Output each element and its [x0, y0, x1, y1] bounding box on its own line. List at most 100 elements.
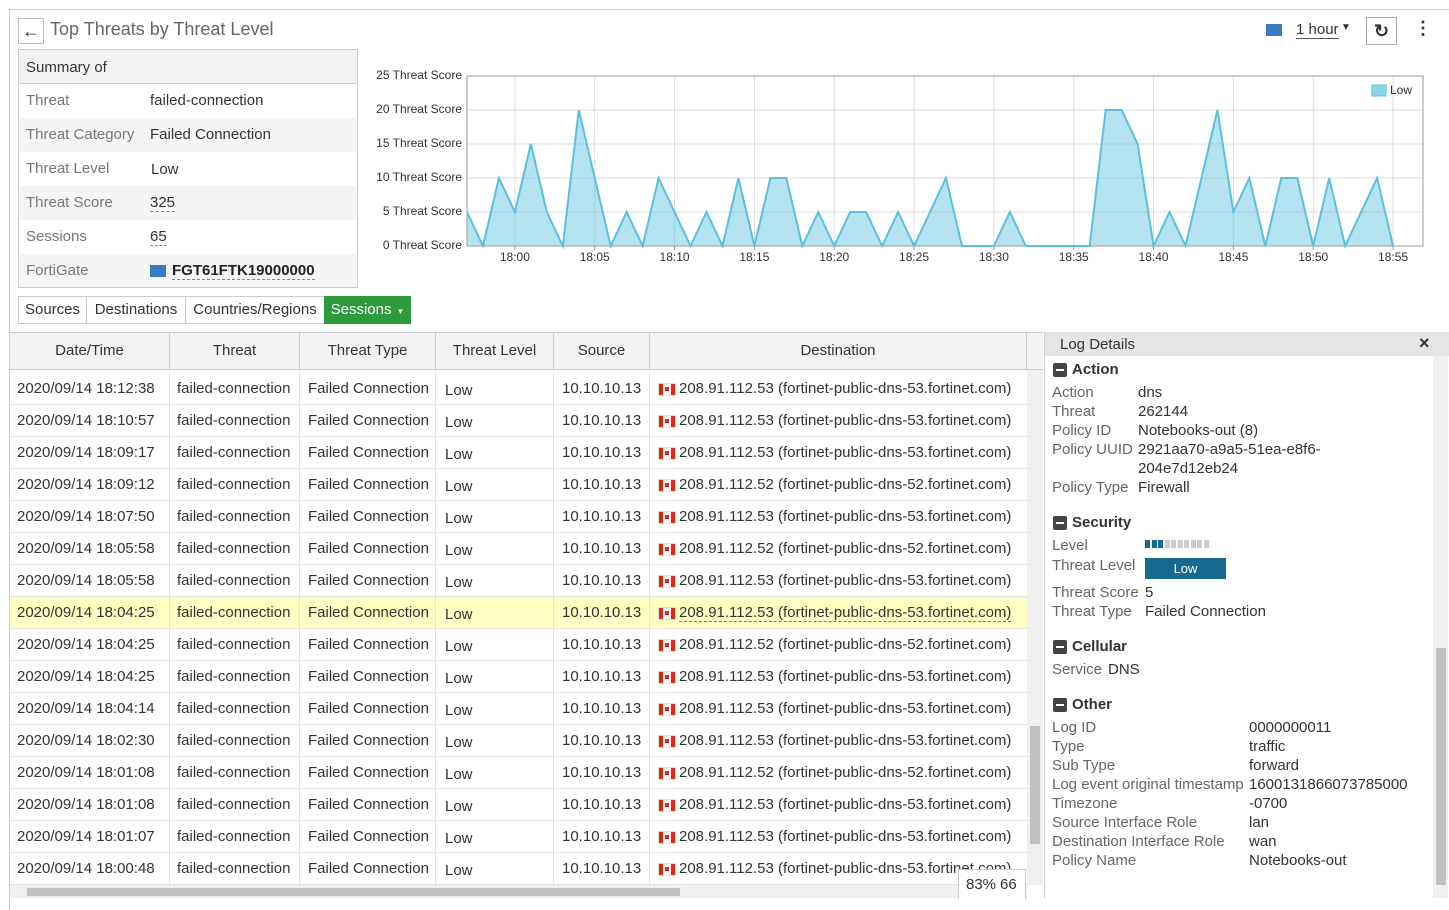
tab[interactable]: Sources — [18, 296, 87, 324]
cell-threat-type: Failed Connection — [308, 412, 429, 429]
section-header[interactable]: Action — [1052, 358, 1432, 382]
table-row[interactable]: 2020/09/14 18:09:17failed-connectionFail… — [10, 437, 1027, 469]
section-header[interactable]: Other — [1052, 693, 1432, 717]
cell-destination[interactable]: 208.91.112.53 (fortinet-public-dns-53.fo… — [679, 572, 1011, 589]
tab[interactable]: Destinations — [86, 296, 186, 324]
v-thumb[interactable] — [1030, 726, 1040, 844]
field-value: Notebooks-out — [1249, 851, 1449, 870]
table-row[interactable]: 2020/09/14 18:02:30failed-connectionFail… — [10, 725, 1027, 757]
cell-border — [649, 789, 650, 820]
summary-label: Threat Category — [26, 126, 134, 143]
field-label: Policy UUID — [1052, 440, 1138, 478]
flag-icon — [658, 543, 676, 556]
h-scrollbar[interactable] — [10, 885, 1027, 898]
flag-icon — [658, 479, 676, 492]
cell-border — [435, 437, 436, 468]
cell-destination[interactable]: 208.91.112.53 (fortinet-public-dns-53.fo… — [679, 508, 1011, 525]
tab-label[interactable]: Destinations — [95, 301, 178, 318]
cell-destination[interactable]: 208.91.112.53 (fortinet-public-dns-53.fo… — [679, 668, 1011, 685]
column-header[interactable]: Date/Time — [10, 333, 170, 369]
cell-border — [553, 501, 554, 532]
cell-datetime: 2020/09/14 18:04:25 — [17, 668, 155, 685]
cell-border — [649, 533, 650, 564]
collapse-icon[interactable] — [1053, 640, 1067, 654]
cell-datetime: 2020/09/14 18:01:08 — [17, 764, 155, 781]
page-title: Top Threats by Threat Level — [50, 19, 273, 40]
cell-border — [169, 373, 170, 404]
column-header[interactable]: Threat Level — [436, 333, 554, 369]
log-thumb[interactable] — [1436, 648, 1446, 885]
table-row[interactable]: 2020/09/14 18:04:25failed-connectionFail… — [10, 597, 1027, 629]
cell-threat: failed-connection — [177, 668, 290, 685]
table-row[interactable]: 2020/09/14 18:04:14failed-connectionFail… — [10, 693, 1027, 725]
cell-destination[interactable]: 208.91.112.52 (fortinet-public-dns-52.fo… — [679, 540, 1011, 557]
tab[interactable]: Countries/Regions — [185, 296, 325, 324]
field-label: Type — [1052, 737, 1249, 756]
cell-threat-type: Failed Connection — [308, 380, 429, 397]
table-row[interactable]: 2020/09/14 18:05:58failed-connectionFail… — [10, 565, 1027, 597]
summary-value[interactable]: FGT61FTK19000000 — [172, 262, 315, 280]
cell-destination[interactable]: 208.91.112.52 (fortinet-public-dns-52.fo… — [679, 764, 1011, 781]
log-scrollbar[interactable] — [1433, 356, 1448, 898]
section-header[interactable]: Cellular — [1052, 635, 1432, 659]
cell-source: 10.10.10.13 — [562, 700, 641, 717]
section-header[interactable]: Security — [1052, 511, 1432, 535]
flag-leaf — [665, 483, 669, 487]
tab-label[interactable]: Countries/Regions — [193, 301, 316, 318]
cell-border — [435, 853, 436, 884]
table-row[interactable]: 2020/09/14 18:12:38failed-connectionFail… — [10, 373, 1027, 405]
cell-border — [649, 725, 650, 756]
table-row[interactable]: 2020/09/14 18:04:25failed-connectionFail… — [10, 629, 1027, 661]
column-header[interactable]: Threat — [170, 333, 300, 369]
flag-leaf — [665, 835, 669, 839]
cell-source: 10.10.10.13 — [562, 444, 641, 461]
cell-source: 10.10.10.13 — [562, 860, 641, 877]
time-range[interactable]: 1 hour — [1296, 21, 1339, 39]
cell-destination[interactable]: 208.91.112.53 (fortinet-public-dns-53.fo… — [679, 444, 1011, 461]
cell-destination[interactable]: 208.91.112.52 (fortinet-public-dns-52.fo… — [679, 636, 1011, 653]
cell-border — [553, 725, 554, 756]
h-thumb[interactable] — [27, 888, 680, 896]
collapse-icon[interactable] — [1053, 516, 1067, 530]
cell-destination[interactable]: 208.91.112.53 (fortinet-public-dns-53.fo… — [679, 796, 1011, 813]
table-row[interactable]: 2020/09/14 18:01:08failed-connectionFail… — [10, 789, 1027, 821]
threat-level-badge: Low — [445, 570, 526, 592]
cell-border — [299, 533, 300, 564]
table-row[interactable]: 2020/09/14 18:07:50failed-connectionFail… — [10, 501, 1027, 533]
summary-value[interactable]: 325 — [150, 194, 175, 212]
cell-destination[interactable]: 208.91.112.53 (fortinet-public-dns-53.fo… — [679, 700, 1011, 717]
cell-datetime: 2020/09/14 18:04:14 — [17, 700, 155, 717]
back-button[interactable]: ← — [18, 18, 44, 44]
cell-destination[interactable]: 208.91.112.53 (fortinet-public-dns-53.fo… — [679, 828, 1011, 845]
column-header[interactable]: Destination — [650, 333, 1027, 369]
column-header[interactable]: Threat Type — [300, 333, 436, 369]
view-icon[interactable] — [1266, 24, 1282, 36]
table-row[interactable]: 2020/09/14 18:01:07failed-connectionFail… — [10, 821, 1027, 853]
tab[interactable]: Sessions▼ — [324, 296, 411, 324]
menu-button[interactable]: ⋮ — [1414, 18, 1432, 39]
table-row[interactable]: 2020/09/14 18:05:58failed-connectionFail… — [10, 533, 1027, 565]
threat-level-badge: Low — [445, 826, 526, 848]
table-row[interactable]: 2020/09/14 18:04:25failed-connectionFail… — [10, 661, 1027, 693]
summary-value[interactable]: 65 — [150, 228, 167, 246]
table-row[interactable]: 2020/09/14 18:09:12failed-connectionFail… — [10, 469, 1027, 501]
collapse-icon[interactable] — [1053, 698, 1067, 712]
cell-destination[interactable]: 208.91.112.53 (fortinet-public-dns-53.fo… — [679, 412, 1011, 429]
column-header[interactable]: Source — [554, 333, 650, 369]
tab-label[interactable]: Sources — [25, 301, 80, 318]
refresh-button[interactable]: ↻ — [1366, 17, 1397, 45]
close-button[interactable]: × — [1419, 333, 1430, 354]
v-scrollbar[interactable] — [1027, 370, 1043, 885]
cell-destination[interactable]: 208.91.112.53 (fortinet-public-dns-53.fo… — [679, 604, 1011, 622]
cell-destination[interactable]: 208.91.112.52 (fortinet-public-dns-52.fo… — [679, 476, 1011, 493]
table-row[interactable]: 2020/09/14 18:10:57failed-connectionFail… — [10, 405, 1027, 437]
cell-destination[interactable]: 208.91.112.53 (fortinet-public-dns-53.fo… — [679, 732, 1011, 749]
cell-destination[interactable]: 208.91.112.53 (fortinet-public-dns-53.fo… — [679, 380, 1011, 397]
collapse-icon[interactable] — [1053, 363, 1067, 377]
cell-border — [649, 661, 650, 692]
summary-value: failed-connection — [150, 92, 263, 109]
cell-threat: failed-connection — [177, 636, 290, 653]
table-row[interactable]: 2020/09/14 18:01:08failed-connectionFail… — [10, 757, 1027, 789]
table-row[interactable]: 2020/09/14 18:00:48failed-connectionFail… — [10, 853, 1027, 885]
tab-label[interactable]: Sessions — [331, 301, 392, 318]
